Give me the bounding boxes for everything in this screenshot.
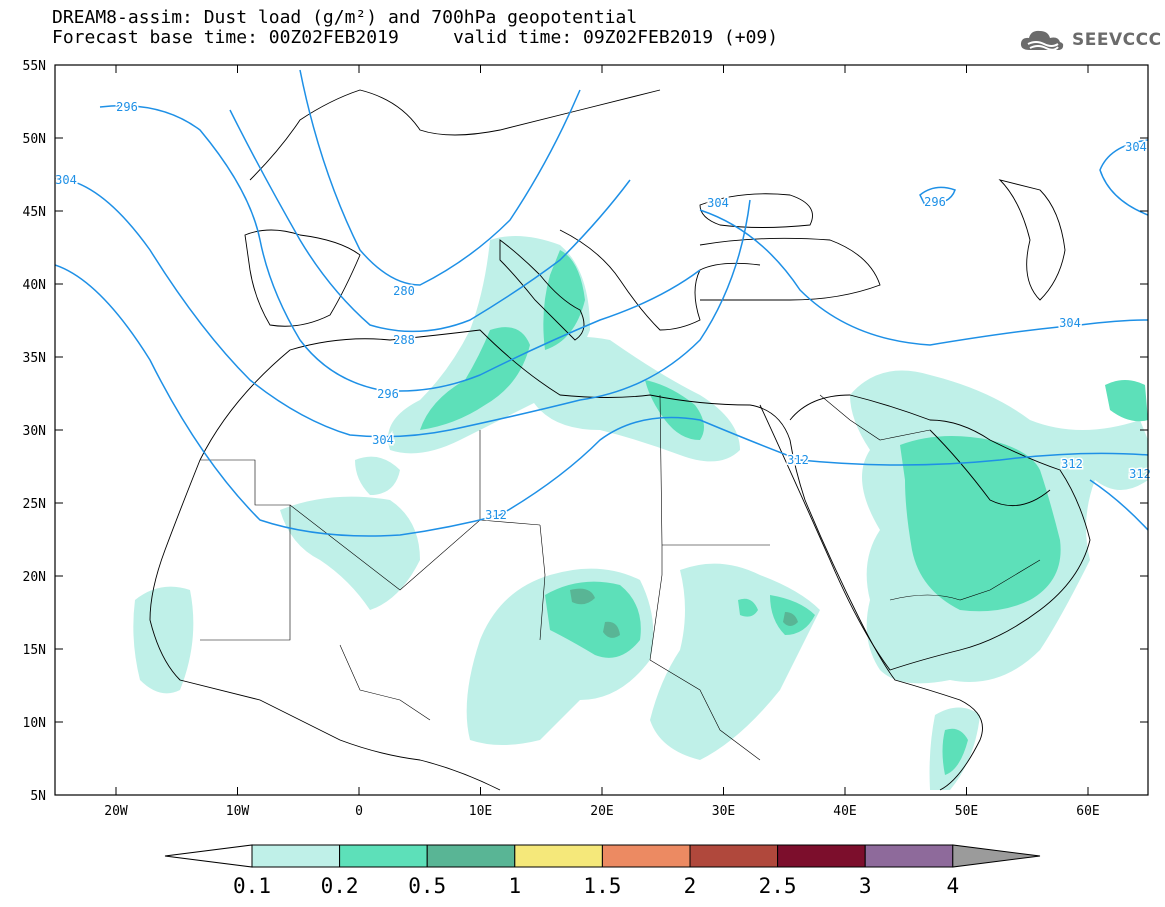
contour-312-west [55,264,1148,537]
contour-label: 296 [116,100,138,114]
contour-labels: 296 304 304 296 280 288 296 304 312 304 312 312 304 3… [54,99,1153,524]
cloud-logo-icon [1020,30,1064,51]
contour-280 [299,69,581,286]
colorbar-tick-label: 4 [946,874,959,898]
lon-axis: 20W 10W 0 10E 20E 30E 40E 50E 60E [104,65,1100,819]
dust-region-horn-medium [942,728,968,775]
coast-balkans-greece [559,229,761,331]
lat-label: 10N [23,716,46,731]
coast-gulf [929,429,1051,507]
colorbar-tick-label: 1 [508,874,521,898]
contour-288 [229,109,631,333]
colorbar-tick-label: 0.1 [233,874,271,898]
coast-iberia [244,229,361,327]
colorbar-segment [251,844,341,868]
coast-turkey [699,237,881,301]
dust-region-sahel-light [466,563,820,760]
dust-region-iran [1105,380,1148,422]
coast-west-africa [149,459,501,791]
lat-label: 55N [23,59,46,74]
coast-north-africa [199,329,983,791]
colorbar-segment [514,844,603,868]
lon-label: 40E [833,804,856,819]
title-line-1: DREAM8-assim: Dust load (g/m²) and 700hP… [52,7,638,28]
contour-304-west [55,177,751,438]
lat-label: 30N [23,424,46,439]
contour-label: 312 [1129,467,1151,481]
lon-label: 20E [590,804,613,819]
coast-black-sea [699,193,813,228]
colorbar-segment [689,844,779,868]
lat-label: 50N [23,132,46,147]
title-line-2: Forecast base time: 00Z02FEB2019 valid t… [52,27,779,48]
colorbar-tick-label: 0.5 [408,874,446,898]
colorbar-tick-label: 2.5 [759,874,797,898]
lat-label: 45N [23,205,46,220]
lon-label: 20W [104,804,128,819]
lat-label: 25N [23,497,46,512]
contour-label: 304 [707,196,729,210]
dust-region-arabia-medium [900,436,1061,612]
colorbar-tick-label: 1.5 [583,874,621,898]
country-borders [200,394,1041,761]
colorbar-tick-label: 2 [684,874,697,898]
logo: SEEVCCC [1018,26,1162,54]
contour-label: 296 [377,387,399,401]
lon-label: 50E [955,804,978,819]
contour-label: 312 [1061,457,1083,471]
colorbar-tick-label: 0.2 [321,874,359,898]
contour-296-north [99,104,701,392]
colorbar-under-arrow [164,844,253,868]
lon-label: 60E [1076,804,1099,819]
coast-europe-north [249,89,661,181]
lat-label: 5N [30,789,46,804]
colorbar-tick-label: 3 [859,874,872,898]
lat-axis: 55N 50N 45N 40N 35N 30N 25N 20N 15N 10N 5N [23,59,1148,804]
dust-region-med-medium [420,250,585,430]
coast-caspian [998,179,1066,301]
lon-label: 10W [226,804,250,819]
contour-label: 304 [1059,316,1081,330]
dust-region-west-africa [133,456,421,694]
contour-label: 312 [787,453,809,467]
contour-label: 288 [393,333,415,347]
contour-far-east-304 [1099,139,1148,216]
contour-312-east-south [1089,479,1148,531]
dust-region-libya-medium [645,380,704,440]
contour-label: 312 [485,508,507,522]
colorbar: 0.1 0.2 0.5 1 1.5 2 2.5 3 4 [164,844,1041,898]
contour-296-east [919,186,956,206]
lat-label: 40N [23,278,46,293]
colorbar-segment [426,844,516,868]
coast-italy [499,239,585,341]
colorbar-segment [864,844,954,868]
contour-label: 280 [393,284,415,298]
contour-label: 304 [55,173,77,187]
contour-label: 304 [372,433,394,447]
dust-load-fields [133,236,1148,790]
colorbar-segment [339,844,428,868]
contour-east-304 [699,209,1148,346]
lat-label: 20N [23,570,46,585]
geopotential-contours [55,69,1148,537]
lon-label: 30E [712,804,735,819]
dust-region-sahel-medium [545,581,815,658]
colorbar-segment [601,844,691,868]
contour-label: 296 [924,195,946,209]
lon-label: 10E [469,804,492,819]
colorbar-segment [777,844,866,868]
contour-label: 304 [1125,140,1147,154]
colorbar-over-arrow [952,844,1041,868]
logo-text: SEEVCCC [1072,30,1162,50]
coastlines [149,89,1091,791]
lat-label: 35N [23,351,46,366]
lon-label: 0 [355,804,363,819]
lat-label: 15N [23,643,46,658]
coast-red-sea-arabia [759,394,1091,671]
